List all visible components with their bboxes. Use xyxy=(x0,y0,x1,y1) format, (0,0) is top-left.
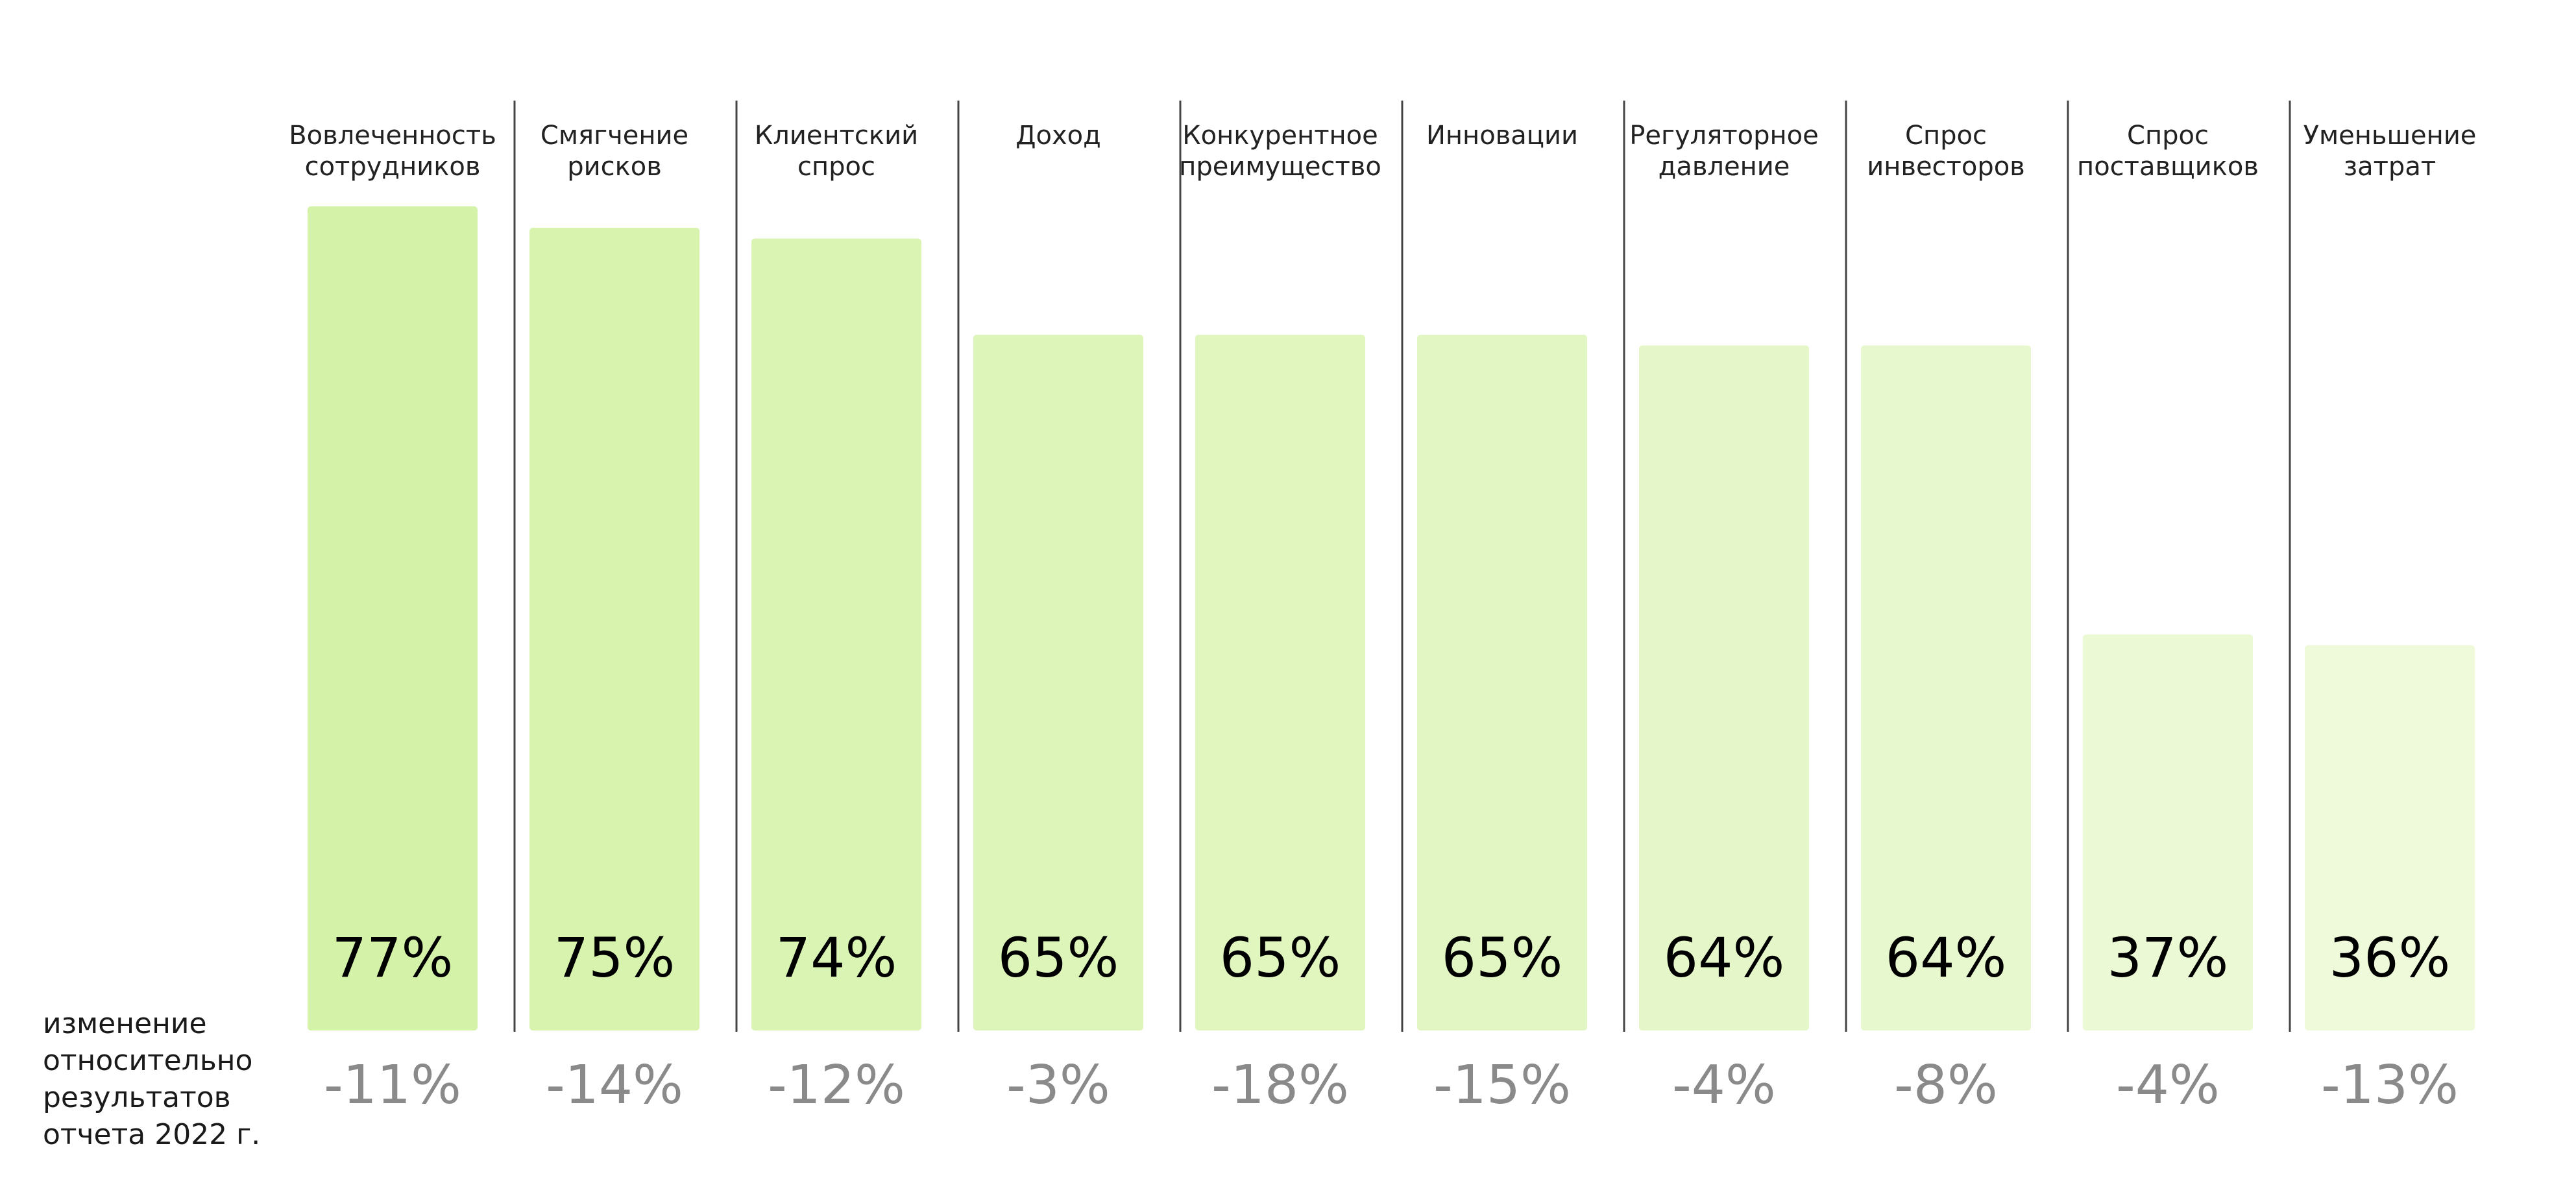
category-label: Инновации xyxy=(1426,121,1578,151)
category-label: Смягчение рисков xyxy=(541,121,688,182)
bar xyxy=(1195,334,1365,1030)
value-label: 74% xyxy=(776,926,897,990)
bar xyxy=(751,238,921,1031)
change-label: -14% xyxy=(546,1054,683,1116)
value-label: 64% xyxy=(1664,926,1785,990)
change-labels: -11% -14% -12% -3% -18% -15% -4% -8% -4% -13% xyxy=(324,1054,2459,1116)
value-label: 36% xyxy=(2329,926,2451,990)
category-label: Конкурентное преимущество xyxy=(1179,121,1381,182)
column-dividers xyxy=(513,101,2291,1032)
change-label: -18% xyxy=(1211,1054,1349,1116)
value-label: 37% xyxy=(2108,926,2229,990)
category-label: Спрос поставщиков xyxy=(2077,121,2259,182)
change-label: -4% xyxy=(1672,1054,1776,1116)
category-label: Регуляторное давление xyxy=(1629,121,1818,182)
bar xyxy=(1861,345,2031,1031)
bars xyxy=(308,206,2475,1031)
value-label: 64% xyxy=(1886,926,2007,990)
change-label: -12% xyxy=(768,1054,905,1116)
value-label: 65% xyxy=(998,926,1119,990)
value-label: 77% xyxy=(332,926,454,990)
change-label: -11% xyxy=(324,1054,461,1116)
bar xyxy=(2305,645,2475,1030)
category-label: Клиентский спрос xyxy=(755,121,918,182)
bar xyxy=(1639,345,1809,1031)
bar xyxy=(2083,634,2253,1030)
value-label: 65% xyxy=(1220,926,1341,990)
change-label: -8% xyxy=(1894,1054,1998,1116)
change-label: -13% xyxy=(2321,1054,2459,1116)
bar xyxy=(529,227,699,1030)
category-label: Доход xyxy=(1015,121,1101,151)
category-label: Вовлеченность сотрудников xyxy=(289,121,496,182)
value-label: 65% xyxy=(1442,926,1563,990)
value-label: 75% xyxy=(554,926,675,990)
change-label: -15% xyxy=(1433,1054,1571,1116)
value-labels: 77% 75% 74% 65% 65% 65% 64% 64% 37% 36% xyxy=(332,926,2451,990)
bar xyxy=(973,334,1143,1030)
category-label: Спрос инвесторов xyxy=(1867,121,2025,182)
bar xyxy=(308,206,478,1030)
category-labels: Вовлеченность сотрудников Смягчение рисков К… xyxy=(289,121,2476,182)
bar xyxy=(1417,334,1587,1030)
change-label: -4% xyxy=(2116,1054,2220,1116)
category-label: Уменьшение затрат xyxy=(2303,121,2477,182)
change-label: -3% xyxy=(1006,1054,1110,1116)
change-row-label: изменение относительно результатов отчета 2… xyxy=(43,1007,260,1151)
